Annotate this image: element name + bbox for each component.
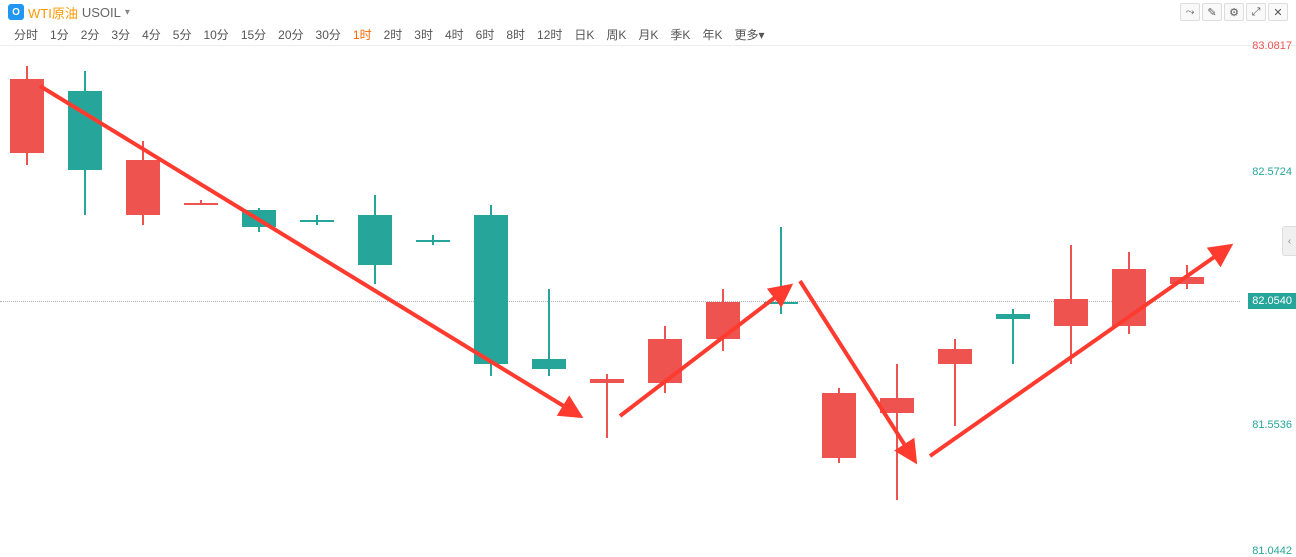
timeframe-月K[interactable]: 月K (632, 24, 664, 45)
timeframe-3分[interactable]: 3分 (105, 24, 136, 45)
timeframe-2时[interactable]: 2时 (378, 24, 409, 45)
candle-body (126, 160, 160, 215)
toolbar: ⤳✎⚙⤢✕ (1180, 3, 1288, 21)
candle-body (416, 240, 450, 242)
candle-body (184, 203, 218, 205)
timeframe-2分[interactable]: 2分 (75, 24, 106, 45)
timeframe-更多▾[interactable]: 更多▾ (728, 24, 770, 45)
timeframe-1分[interactable]: 1分 (44, 24, 75, 45)
candle-wick (896, 364, 898, 500)
y-axis-label: 81.0442 (1252, 545, 1292, 557)
timeframe-4分[interactable]: 4分 (136, 24, 167, 45)
timeframe-年K[interactable]: 年K (696, 24, 728, 45)
instrument-logo-icon: O (8, 4, 24, 20)
timeframe-15分[interactable]: 15分 (235, 24, 272, 45)
candle-body (68, 91, 102, 170)
timeframe-3时[interactable]: 3时 (408, 24, 439, 45)
candle-body (590, 379, 624, 384)
header-bar: O WTI原油 USOIL ▾ ⤳✎⚙⤢✕ (0, 0, 1296, 24)
timeframe-分时[interactable]: 分时 (8, 24, 44, 45)
candle-body (996, 314, 1030, 319)
timeframe-30分[interactable]: 30分 (310, 24, 347, 45)
candle-body (358, 215, 392, 265)
candle-body (532, 359, 566, 369)
candle-body (1170, 277, 1204, 284)
candle-body (706, 302, 740, 339)
indicator-icon[interactable]: ⤳ (1180, 3, 1200, 21)
candle-body (822, 393, 856, 457)
candle-body (1112, 269, 1146, 326)
timeframe-4时[interactable]: 4时 (439, 24, 470, 45)
timeframe-20分[interactable]: 20分 (272, 24, 309, 45)
timeframe-6时[interactable]: 6时 (470, 24, 501, 45)
timeframe-季K[interactable]: 季K (664, 24, 696, 45)
candle-body (938, 349, 972, 364)
candle-body (474, 215, 508, 364)
y-axis-label: 81.5536 (1252, 419, 1292, 431)
settings-icon[interactable]: ⚙ (1224, 3, 1244, 21)
close-icon[interactable]: ✕ (1268, 3, 1288, 21)
current-price-tag: 82.0540 (1248, 293, 1296, 309)
candle-body (1054, 299, 1088, 326)
timeframe-bar: 分时1分2分3分4分5分10分15分20分30分1时2时3时4时6时8时12时日… (0, 24, 1296, 46)
title-area: O WTI原油 USOIL ▾ (8, 3, 130, 22)
timeframe-10分[interactable]: 10分 (197, 24, 234, 45)
trend-arrow-segment (620, 286, 790, 416)
y-axis: 83.081782.572481.553681.044282.0540 (1240, 46, 1296, 551)
timeframe-5分[interactable]: 5分 (167, 24, 198, 45)
candle-body (10, 79, 44, 153)
draw-icon[interactable]: ✎ (1202, 3, 1222, 21)
instrument-name-secondary: USOIL (82, 5, 121, 20)
snapshot-icon[interactable]: ⤢ (1246, 3, 1266, 21)
candle-body (880, 398, 914, 413)
timeframe-8时[interactable]: 8时 (500, 24, 531, 45)
expand-panel-tab[interactable]: ‹ (1282, 226, 1296, 256)
candle-body (242, 210, 276, 227)
chart-area[interactable] (0, 46, 1240, 551)
instrument-dropdown-icon[interactable]: ▾ (125, 7, 130, 18)
candle-body (648, 339, 682, 384)
chart-wrap: 83.081782.572481.553681.044282.0540 ‹ (0, 46, 1296, 551)
instrument-name-primary: WTI原油 (28, 3, 78, 22)
timeframe-12时[interactable]: 12时 (531, 24, 568, 45)
timeframe-1时[interactable]: 1时 (347, 24, 378, 45)
y-axis-label: 83.0817 (1252, 40, 1292, 52)
timeframe-周K[interactable]: 周K (600, 24, 632, 45)
candle-body (300, 220, 334, 222)
candle-body (764, 302, 798, 304)
timeframe-日K[interactable]: 日K (568, 24, 600, 45)
y-axis-label: 82.5724 (1252, 166, 1292, 178)
